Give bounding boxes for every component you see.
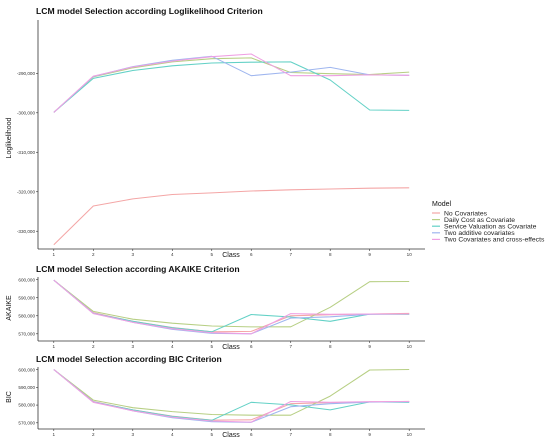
loglikelihood-series-line-no-covariates <box>53 187 410 246</box>
bic-chart-title: LCM model Selection according BIC Criter… <box>36 354 222 364</box>
akaike-chart-title: LCM model Selection according AKAIKE Cri… <box>36 264 240 274</box>
loglikelihood-x-tick-label: 2 <box>92 252 95 257</box>
akaike-y-tick-label: 580,000 <box>18 313 35 318</box>
loglikelihood-y-axis-title: Loglikelihood <box>6 117 13 158</box>
bic-x-axis-title: Class <box>222 432 240 439</box>
loglikelihood-panel: LCM model Selection according Loglikelih… <box>6 6 425 259</box>
akaike-series-line-two-additive-covariates <box>53 279 410 335</box>
akaike-y-tick-label: 600,000 <box>18 277 35 282</box>
loglikelihood-y-tick-label: -300,000 <box>17 110 36 115</box>
loglikelihood-x-axis-title: Class <box>222 252 240 259</box>
bic-x-tick-label: 6 <box>250 432 253 437</box>
akaike-x-tick-label: 8 <box>329 344 332 349</box>
legend-label-daily-cost-as-covariate: Daily Cost as Covariate <box>444 217 515 224</box>
bic-x-tick-label: 7 <box>289 432 292 437</box>
bic-x-tick-label: 2 <box>92 432 95 437</box>
bic-series-line-daily-cost-as-covariate <box>53 368 410 416</box>
legend-label-two-additive-covariates: Two additive covariates <box>444 230 515 237</box>
akaike-series-line-two-covariates-and-cross-effects <box>53 279 410 335</box>
legend-label-service-valuation-as-covariate: Service Valuation as Covariate <box>444 224 537 231</box>
bic-x-tick-label: 1 <box>53 432 56 437</box>
akaike-y-tick-label: 590,000 <box>18 295 35 300</box>
akaike-series-line-service-valuation-as-covariate <box>53 279 410 333</box>
loglikelihood-series-line-two-covariates-and-cross-effects <box>53 53 410 113</box>
loglikelihood-y-tick-label: -330,000 <box>17 229 36 234</box>
bic-x-tick-label: 3 <box>131 432 134 437</box>
bic-x-tick-label: 10 <box>407 432 413 437</box>
loglikelihood-y-tick-label: -320,000 <box>17 189 36 194</box>
bic-x-tick-label: 4 <box>171 432 174 437</box>
akaike-panel: LCM model Selection according AKAIKE Cri… <box>6 264 425 351</box>
bic-series-line-service-valuation-as-covariate <box>53 369 410 421</box>
loglikelihood-x-tick-label: 10 <box>407 252 413 257</box>
bic-y-tick-label: 570,000 <box>18 420 35 425</box>
loglikelihood-x-tick-label: 4 <box>171 252 174 257</box>
akaike-y-tick-label: 570,000 <box>18 331 35 336</box>
loglikelihood-series-line-daily-cost-as-covariate <box>53 57 410 113</box>
akaike-x-tick-label: 5 <box>210 344 213 349</box>
bic-panel: LCM model Selection according BIC Criter… <box>6 354 425 439</box>
bic-y-tick-label: 590,000 <box>18 385 35 390</box>
bic-y-tick-label: 600,000 <box>18 367 35 372</box>
bic-series-line-no-covariates <box>53 369 410 421</box>
akaike-x-axis-title: Class <box>222 344 240 351</box>
loglikelihood-y-tick-label: -290,000 <box>17 71 36 76</box>
akaike-y-axis-title: AKAIKE <box>6 295 13 321</box>
akaike-x-tick-label: 9 <box>368 344 371 349</box>
loglikelihood-x-tick-label: 5 <box>210 252 213 257</box>
legend-title: Model <box>432 201 452 208</box>
loglikelihood-x-tick-label: 6 <box>250 252 253 257</box>
loglikelihood-chart-title: LCM model Selection according Loglikelih… <box>36 6 263 16</box>
akaike-x-tick-label: 4 <box>171 344 174 349</box>
legend-label-two-covariates-and-cross-effects: Two Covariates and cross-effects <box>444 237 545 244</box>
loglikelihood-x-tick-label: 1 <box>53 252 56 257</box>
bic-y-axis-title: BIC <box>6 391 13 403</box>
akaike-series-line-daily-cost-as-covariate <box>53 279 410 328</box>
bic-x-tick-label: 8 <box>329 432 332 437</box>
bic-y-tick-label: 580,000 <box>18 403 35 408</box>
akaike-x-tick-label: 1 <box>53 344 56 349</box>
loglikelihood-x-tick-label: 8 <box>329 252 332 257</box>
akaike-x-tick-label: 6 <box>250 344 253 349</box>
loglikelihood-x-tick-label: 7 <box>289 252 292 257</box>
akaike-x-tick-label: 10 <box>407 344 413 349</box>
loglikelihood-x-tick-label: 3 <box>131 252 134 257</box>
bic-x-tick-label: 9 <box>368 432 371 437</box>
loglikelihood-x-tick-label: 9 <box>368 252 371 257</box>
bic-series-line-two-covariates-and-cross-effects <box>53 369 410 423</box>
loglikelihood-series-line-two-additive-covariates <box>53 55 410 113</box>
akaike-x-tick-label: 7 <box>289 344 292 349</box>
akaike-x-tick-label: 2 <box>92 344 95 349</box>
loglikelihood-series-line-service-valuation-as-covariate <box>53 61 410 113</box>
akaike-x-tick-label: 3 <box>131 344 134 349</box>
bic-x-tick-label: 5 <box>210 432 213 437</box>
loglikelihood-y-tick-label: -310,000 <box>17 150 36 155</box>
akaike-series-line-no-covariates <box>53 279 410 333</box>
legend-label-no-covariates: No Covariates <box>444 210 488 217</box>
